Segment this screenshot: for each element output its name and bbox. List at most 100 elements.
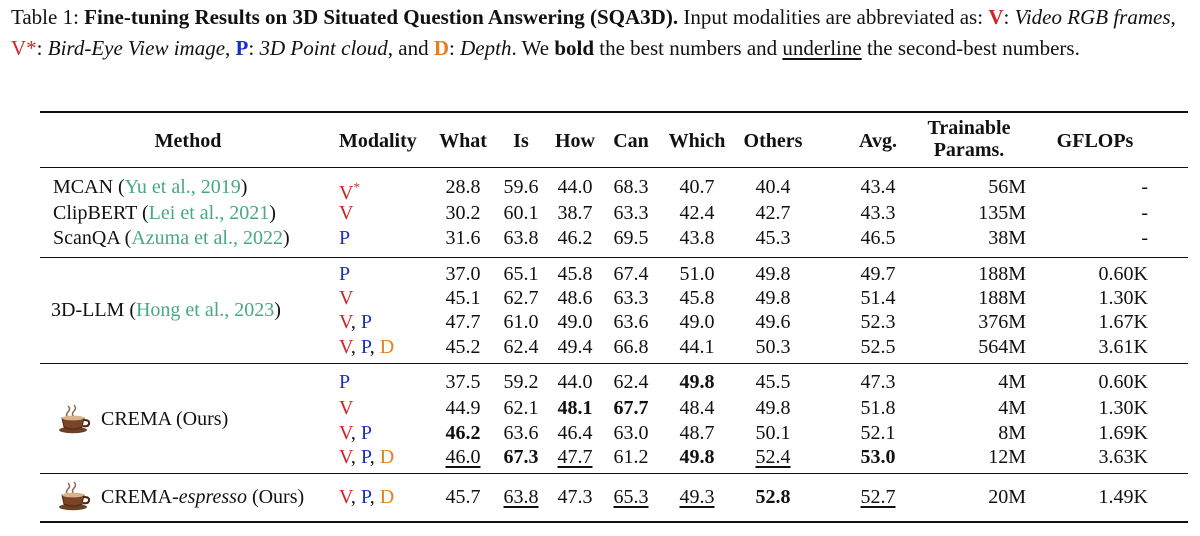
- cell-what: 28.8: [445, 176, 481, 198]
- cell-avg: 46.5: [860, 227, 896, 249]
- modality-v: V: [339, 446, 351, 468]
- cell-is: 63.6: [503, 422, 539, 444]
- citation-link[interactable]: Hong et al., 2023: [135, 299, 275, 321]
- cell-can: 61.2: [613, 446, 649, 468]
- table-caption: Table 1: Fine-tuning Results on 3D Situa…: [11, 5, 1176, 60]
- cell-params: 376M: [978, 311, 1026, 333]
- cell-which: 42.4: [679, 202, 715, 224]
- modality-cell: V, P: [339, 311, 372, 333]
- header-trainable-params: Trainable Params.: [927, 117, 1011, 161]
- cell-what: 37.5: [445, 371, 481, 393]
- cell-others: 52.4: [755, 446, 791, 468]
- cell-others: 49.6: [755, 311, 791, 333]
- cell-is: 62.1: [503, 397, 539, 419]
- modality-v: V: [339, 486, 351, 508]
- cell-which: 45.8: [679, 287, 715, 309]
- cell-others: 52.8: [755, 486, 791, 508]
- modality-v: V: [339, 397, 354, 419]
- cell-others: 50.1: [755, 422, 791, 444]
- caption-bold-word: bold: [554, 36, 595, 60]
- cell-params: 20M: [988, 486, 1026, 508]
- cell-others: 50.3: [755, 336, 791, 358]
- cell-params: 188M: [978, 287, 1026, 309]
- header-modality: Modality: [339, 130, 417, 152]
- group-rule-1: [40, 257, 1188, 258]
- header-avg: Avg.: [859, 130, 897, 152]
- cell-gflops: -: [1141, 227, 1148, 249]
- cell-params: 135M: [978, 202, 1026, 224]
- cell-gflops: -: [1141, 176, 1148, 198]
- modality-p: P: [360, 422, 372, 444]
- cell-is: 60.1: [503, 202, 539, 224]
- cell-gflops: -: [1141, 202, 1148, 224]
- cell-can: 67.4: [613, 263, 649, 285]
- modality-v: V: [339, 336, 351, 358]
- modality-p: P: [360, 486, 370, 508]
- cell-avg: 52.1: [860, 422, 896, 444]
- cell-what: 45.7: [445, 486, 481, 508]
- header-which: Which: [668, 130, 726, 152]
- cell-how: 38.7: [557, 202, 593, 224]
- group-rule-2: [40, 363, 1188, 364]
- cell-is: 59.6: [503, 176, 539, 198]
- cell-params: 188M: [978, 263, 1026, 285]
- caption-tail-3: the second-best numbers.: [861, 36, 1080, 60]
- cell-is: 59.2: [503, 371, 539, 393]
- method-name: ScanQA (Azuma et al., 2022): [53, 227, 290, 249]
- cell-can: 63.3: [613, 202, 649, 224]
- modality-cell: V*: [339, 175, 360, 205]
- cell-avg: 53.0: [860, 446, 896, 468]
- cell-is: 61.0: [503, 311, 539, 333]
- cell-others: 45.3: [755, 227, 791, 249]
- cell-how: 46.2: [557, 227, 593, 249]
- cell-avg: 52.7: [860, 486, 896, 508]
- cell-avg: 47.3: [860, 371, 896, 393]
- cell-which: 44.1: [679, 336, 715, 358]
- citation-link[interactable]: Azuma et al., 2022: [131, 227, 283, 249]
- cell-others: 49.8: [755, 263, 791, 285]
- cell-how: 47.3: [557, 486, 593, 508]
- cell-can: 68.3: [613, 176, 649, 198]
- cell-gflops: 3.61K: [1098, 336, 1148, 358]
- modality-d: D: [379, 486, 395, 508]
- cell-gflops: 1.67K: [1098, 311, 1148, 333]
- cell-can: 65.3: [613, 486, 649, 508]
- caption-intro: Input modalities are abbreviated as:: [678, 5, 989, 29]
- desc-vstar: Bird-Eye View image: [47, 36, 226, 60]
- modality-cell: V, P, D: [339, 446, 395, 468]
- cell-how: 45.8: [557, 263, 593, 285]
- citation-link[interactable]: Lei et al., 2021: [148, 202, 270, 224]
- modality-cell: P: [339, 370, 350, 394]
- header-what: What: [439, 130, 487, 152]
- cell-gflops: 3.63K: [1098, 446, 1148, 468]
- modality-cell: P: [339, 226, 350, 250]
- cell-how: 44.0: [557, 176, 593, 198]
- cell-gflops: 1.30K: [1098, 287, 1148, 309]
- header-method: Method: [154, 130, 222, 152]
- header-rule: [40, 167, 1188, 168]
- cell-what: 44.9: [445, 397, 481, 419]
- cell-how: 48.6: [557, 287, 593, 309]
- cell-is: 63.8: [503, 486, 539, 508]
- modality-cell: V, P, D: [339, 486, 395, 508]
- code-vstar: V*: [11, 36, 37, 60]
- cell-what: 31.6: [445, 227, 481, 249]
- cell-gflops: 0.60K: [1098, 371, 1148, 393]
- cell-gflops: 0.60K: [1098, 263, 1148, 285]
- cell-is: 65.1: [503, 263, 539, 285]
- modality-p: P: [360, 446, 370, 468]
- cell-how: 48.1: [557, 397, 593, 419]
- code-d: D: [433, 36, 450, 60]
- cell-is: 62.7: [503, 287, 539, 309]
- caption-tail-2: the best numbers and: [594, 36, 783, 60]
- cell-gflops: 1.30K: [1098, 397, 1148, 419]
- method-name: ClipBERT (Lei et al., 2021): [53, 202, 276, 224]
- desc-p: 3D Point cloud: [259, 36, 388, 60]
- cell-what: 30.2: [445, 202, 481, 224]
- citation-link[interactable]: Yu et al., 2019: [124, 176, 241, 198]
- cell-avg: 43.3: [860, 202, 896, 224]
- cell-can: 63.0: [613, 422, 649, 444]
- method-name: CREMA (Ours): [101, 408, 229, 430]
- cell-params: 564M: [978, 336, 1026, 358]
- modality-v: V: [339, 311, 351, 333]
